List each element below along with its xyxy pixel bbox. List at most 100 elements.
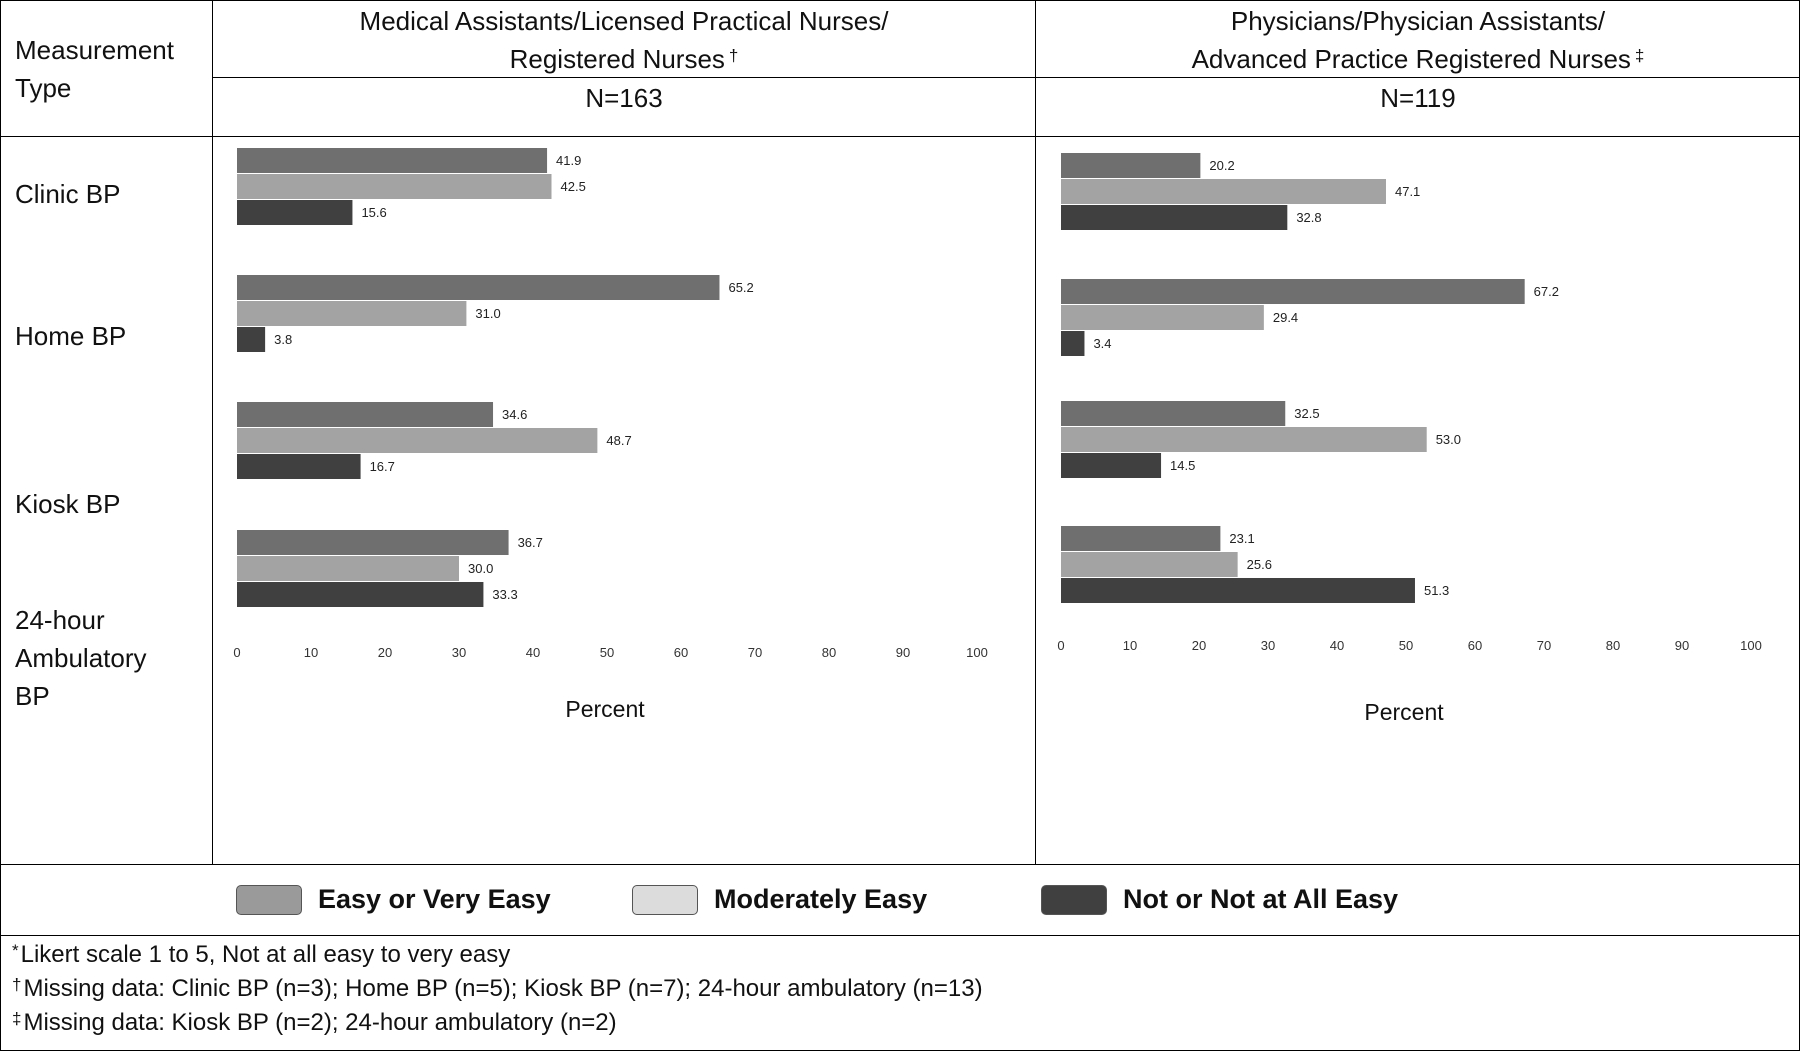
x-tick-label: 60 [674,645,688,660]
legend-top-divider [0,864,1800,865]
legend-swatch-easy [236,884,302,915]
bar-kiosk-easy [1061,401,1286,426]
header-n-divider [213,77,1800,78]
data-label-clinic-moderate: 42.5 [561,179,586,194]
bar-home-not-easy [237,327,266,352]
x-tick-label: 90 [1675,638,1689,653]
bar-ambulatory-easy [1061,526,1221,551]
bar-home-not-easy [1061,331,1085,356]
data-label-ambulatory-moderate: 30.0 [468,561,493,576]
bar-ambulatory-not-easy [237,582,484,607]
x-tick-label: 80 [822,645,836,660]
measurement-type-line1: Measurement [15,35,174,65]
data-label-home-easy: 67.2 [1534,284,1559,299]
bar-ambulatory-easy [237,530,509,555]
bar-home-moderate [237,301,467,326]
bar-ambulatory-moderate [1061,552,1238,577]
bar-clinic-moderate [237,174,552,199]
group2-n-label: N=119 [1380,83,1456,113]
data-label-clinic-not-easy: 32.8 [1296,210,1321,225]
row-label-ambulatory-line3: BP [15,681,50,711]
data-label-home-moderate: 29.4 [1273,310,1298,325]
footnote-1-mark: * [12,941,19,960]
x-tick-label: 10 [1123,638,1137,653]
data-label-ambulatory-not-easy: 33.3 [492,587,517,602]
column-divider-1 [212,0,213,864]
x-tick-label: 0 [233,645,240,660]
group2-header: Physicians/Physician Assistants/ Advance… [1036,2,1800,78]
group2-footnote-mark: ‡ [1634,46,1645,65]
footnote-2-text: Missing data: Clinic BP (n=3); Home BP (… [23,975,983,1002]
x-tick-label: 10 [304,645,318,660]
data-label-clinic-not-easy: 15.6 [361,205,386,220]
footnote-1: *Likert scale 1 to 5, Not at all easy to… [12,940,510,970]
data-label-ambulatory-easy: 36.7 [518,535,543,550]
data-label-ambulatory-easy: 23.1 [1229,531,1254,546]
bar-kiosk-not-easy [237,454,361,479]
group2-title-line1: Physicians/Physician Assistants/ [1230,6,1606,36]
x-axis-label: Percent [1364,699,1444,725]
bar-clinic-easy [237,148,548,173]
legend-swatch-not-easy [1041,884,1107,915]
x-tick-label: 70 [1537,638,1551,653]
data-label-kiosk-moderate: 48.7 [606,433,631,448]
footnote-3-text: Missing data: Kiosk BP (n=2); 24-hour am… [23,1009,617,1036]
x-tick-label: 30 [452,645,466,660]
x-tick-label: 40 [526,645,540,660]
footnote-3: ‡Missing data: Kiosk BP (n=2); 24-hour a… [12,1008,617,1038]
measurement-type-line2: Type [15,73,72,103]
group2-title-line2-text: Advanced Practice Registered Nurses [1191,44,1631,74]
bar-clinic-easy [1061,153,1201,178]
legend-label-moderate: Moderately Easy [714,884,928,914]
data-label-home-not-easy: 3.4 [1093,336,1111,351]
footnote-2-mark: † [12,975,22,994]
row-label-ambulatory: 24-hour Ambulatory BP [15,601,147,715]
data-label-home-not-easy: 3.8 [274,332,292,347]
x-tick-label: 40 [1330,638,1344,653]
row-label-kiosk: Kiosk BP [15,489,121,519]
x-tick-label: 100 [1740,638,1762,653]
x-tick-label: 90 [896,645,910,660]
data-label-clinic-easy: 41.9 [556,153,581,168]
x-tick-label: 60 [1468,638,1482,653]
data-label-kiosk-easy: 32.5 [1294,406,1319,421]
column-divider-2 [1035,0,1036,864]
data-label-home-moderate: 31.0 [475,306,500,321]
x-tick-label: 0 [1057,638,1064,653]
group1-footnote-mark: † [728,46,739,65]
data-label-clinic-easy: 20.2 [1209,158,1234,173]
row-label-ambulatory-line1: 24-hour [15,605,105,635]
footnote-3-mark: ‡ [12,1009,22,1028]
bar-kiosk-not-easy [1061,453,1162,478]
bar-kiosk-moderate [1061,427,1427,452]
footnote-1-text: Likert scale 1 to 5, Not at all easy to … [20,941,511,968]
group1-n-label: N=163 [585,83,663,113]
bar-home-moderate [1061,305,1264,330]
x-tick-label: 20 [378,645,392,660]
x-tick-label: 100 [966,645,988,660]
bar-ambulatory-moderate [237,556,459,581]
bar-kiosk-easy [237,402,494,427]
chart-right: 20.2 47.1 32.8 67.2 29.4 3.4 32.5 53.0 14.5 23.1 2… [1057,153,1762,725]
bar-kiosk-moderate [237,428,598,453]
data-label-kiosk-easy: 34.6 [502,407,527,422]
legend-easy: Easy or Very Easy [236,884,551,915]
row-label-ambulatory-line2: Ambulatory [15,643,147,673]
data-label-clinic-moderate: 47.1 [1395,184,1420,199]
group1-title-line1: Medical Assistants/Licensed Practical Nu… [359,6,889,36]
row-label-home: Home BP [15,321,127,351]
x-tick-label: 50 [600,645,614,660]
bar-clinic-moderate [1061,179,1386,204]
x-tick-label: 20 [1192,638,1206,653]
measurement-type-header: Measurement Type [15,31,174,107]
data-label-home-easy: 65.2 [728,280,753,295]
bar-home-easy [237,275,720,300]
data-label-ambulatory-not-easy: 51.3 [1424,583,1449,598]
notes-top-divider [0,935,1800,936]
x-tick-label: 70 [748,645,762,660]
x-tick-label: 30 [1261,638,1275,653]
legend-not-easy: Not or Not at All Easy [1041,884,1398,915]
x-tick-label: 80 [1606,638,1620,653]
x-tick-label: 50 [1399,638,1413,653]
legend-moderate: Moderately Easy [632,884,927,915]
